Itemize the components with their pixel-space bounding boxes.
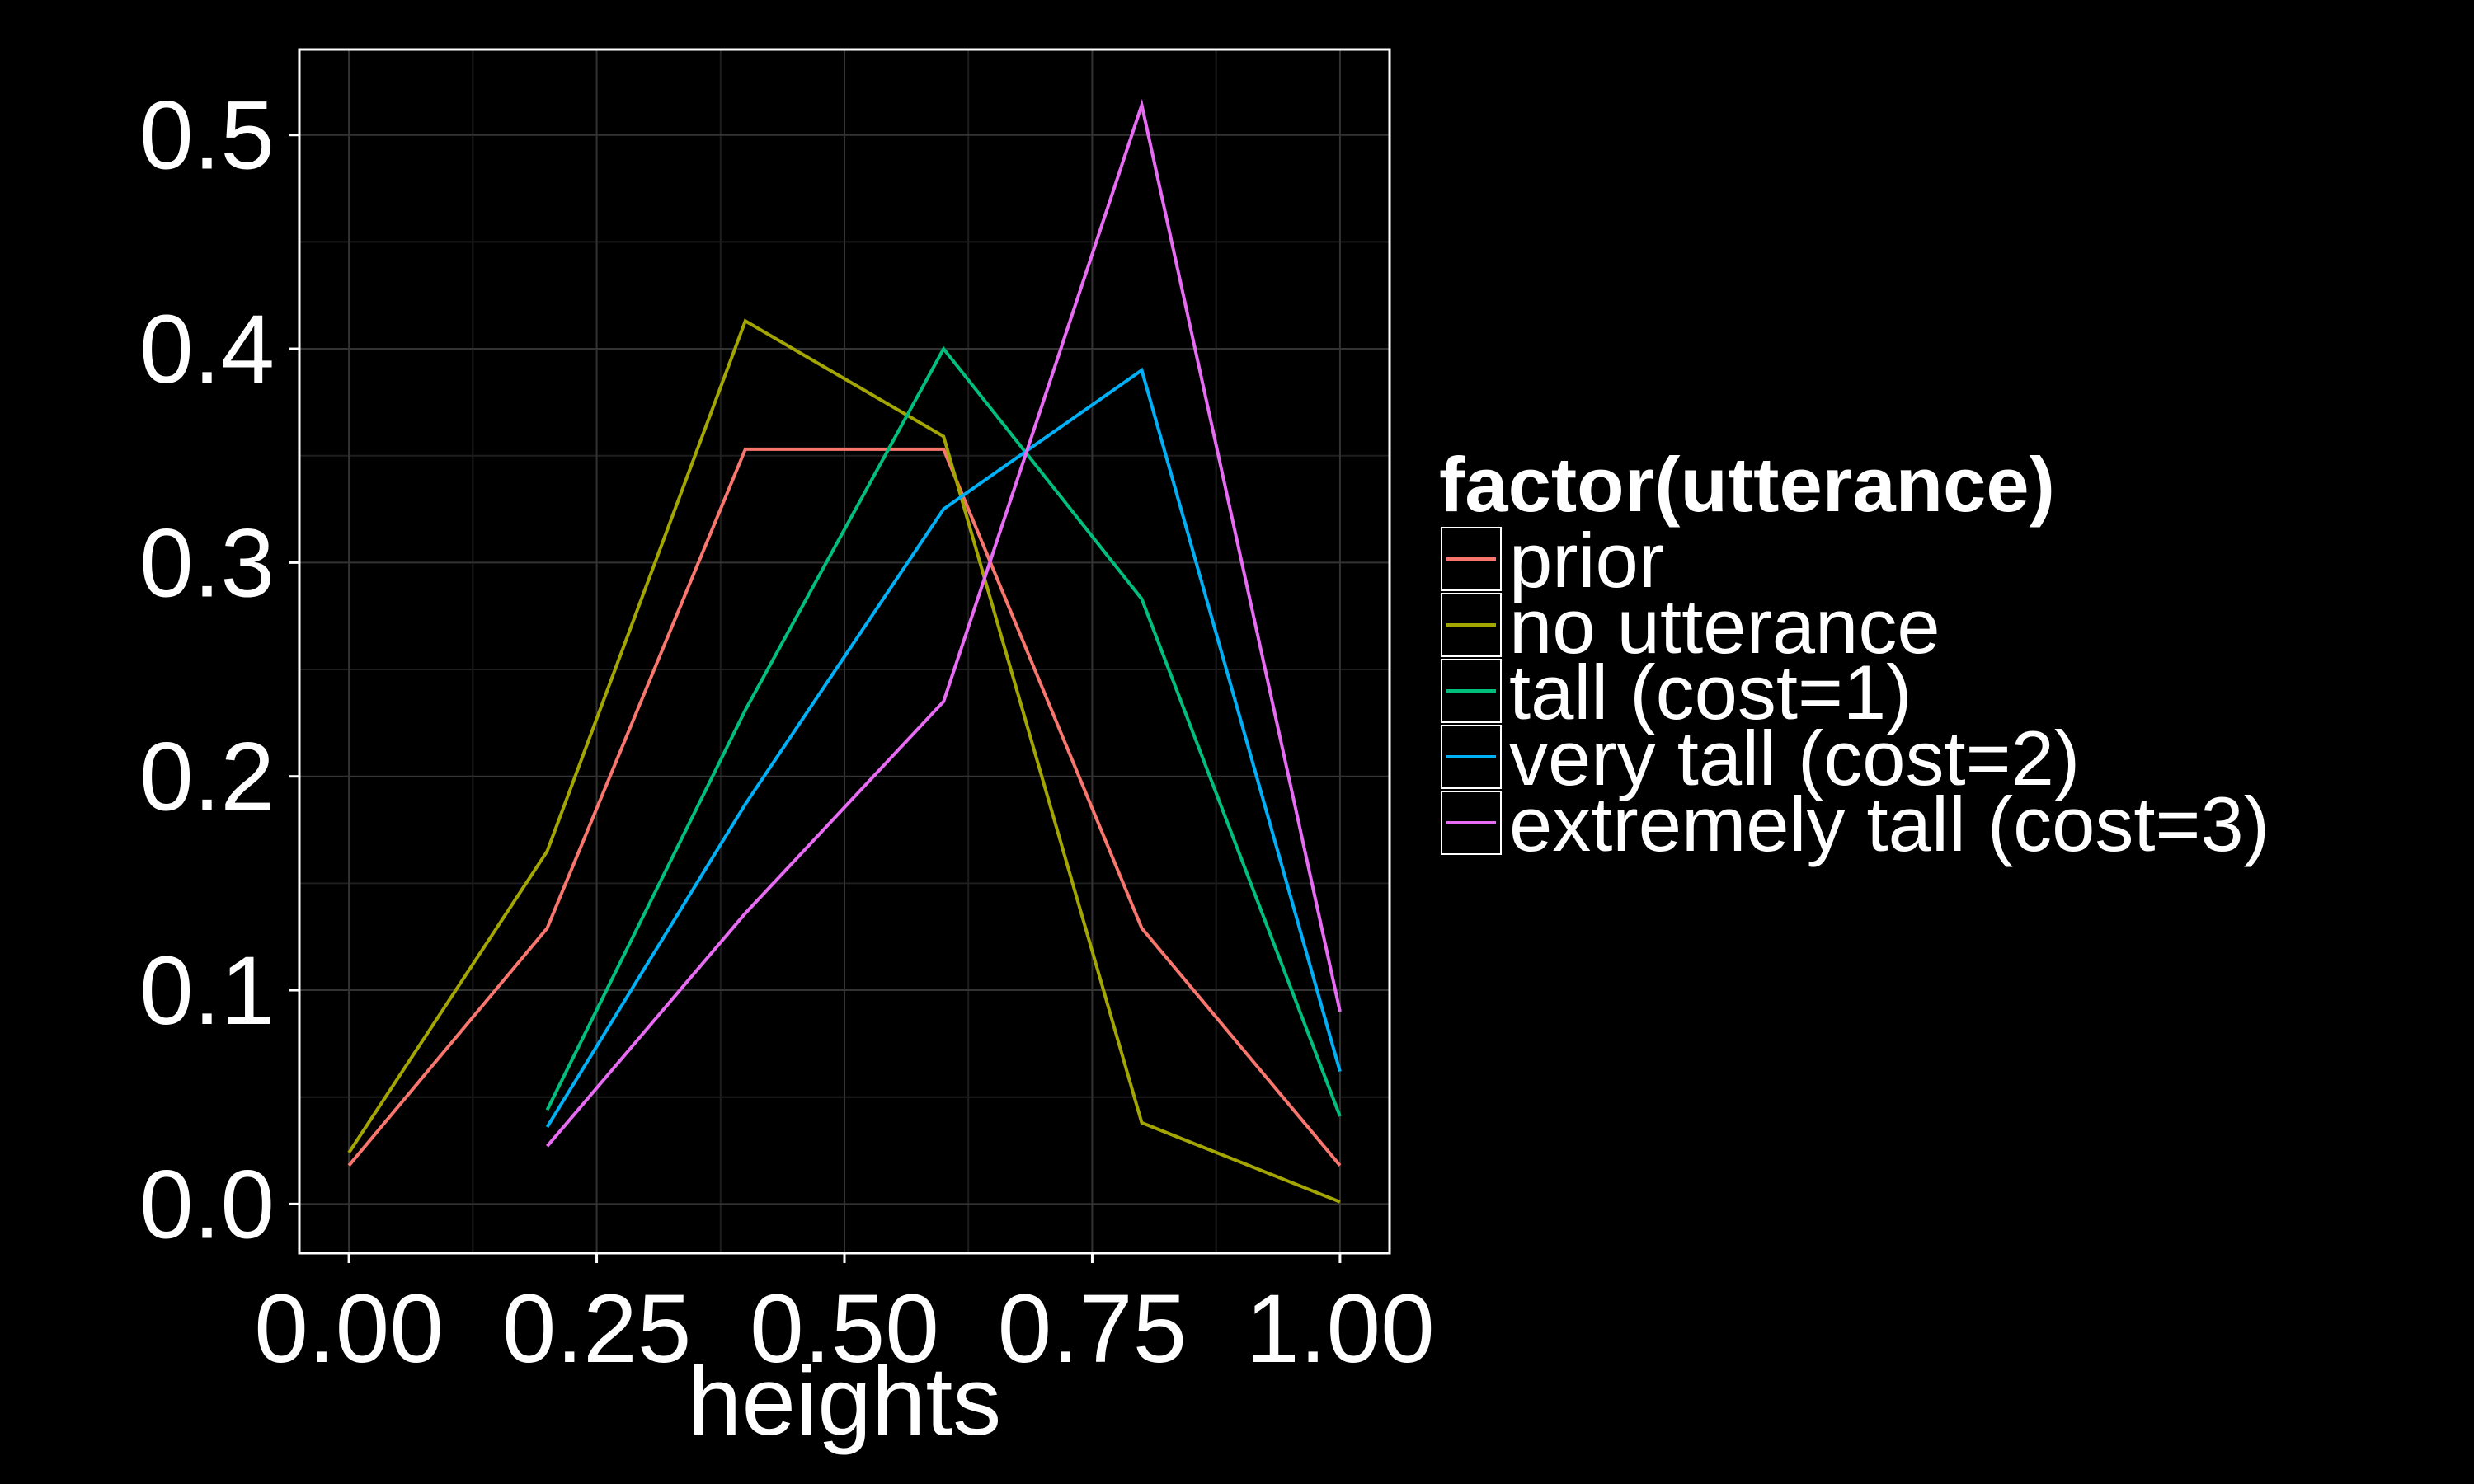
grid bbox=[299, 49, 1390, 1253]
series-line bbox=[545, 367, 1342, 1129]
series-lines bbox=[347, 98, 1342, 1204]
series-line bbox=[347, 318, 1341, 1204]
y-tick-label: 0.2 bbox=[139, 723, 275, 832]
y-axis-ticks: 0.0 0.1 0.2 0.3 0.4 0.5 bbox=[139, 82, 299, 1259]
x-tick-label: 0.50 bbox=[750, 1275, 939, 1383]
legend-title: factor(utterance) bbox=[1439, 441, 2055, 528]
y-tick-label: 0.4 bbox=[139, 295, 275, 404]
x-tick-label: 0.00 bbox=[254, 1275, 444, 1383]
x-tick-label: 1.00 bbox=[1245, 1275, 1435, 1383]
y-tick-label: 0.5 bbox=[139, 82, 275, 190]
y-tick-label: 0.1 bbox=[139, 937, 275, 1045]
series-line bbox=[545, 98, 1342, 1148]
plot-panel bbox=[298, 48, 1391, 1255]
series-line bbox=[347, 447, 1342, 1167]
series-line bbox=[545, 345, 1342, 1117]
legend-label: no utterance bbox=[1509, 583, 1940, 669]
x-axis-ticks: 0.00 0.25 0.50 0.75 1.00 bbox=[254, 1253, 1435, 1383]
x-tick-label: 0.75 bbox=[998, 1275, 1188, 1383]
legend-label: prior bbox=[1509, 517, 1664, 603]
x-axis-title: heights bbox=[688, 1347, 1002, 1456]
x-tick-label: 0.25 bbox=[502, 1275, 692, 1383]
legend-label: very tall (cost=2) bbox=[1509, 715, 2080, 801]
y-tick-label: 0.0 bbox=[139, 1150, 275, 1259]
legend-label: extremely tall (cost=3) bbox=[1509, 781, 2269, 867]
y-tick-label: 0.3 bbox=[139, 509, 275, 618]
legend-label: tall (cost=1) bbox=[1509, 649, 1912, 735]
